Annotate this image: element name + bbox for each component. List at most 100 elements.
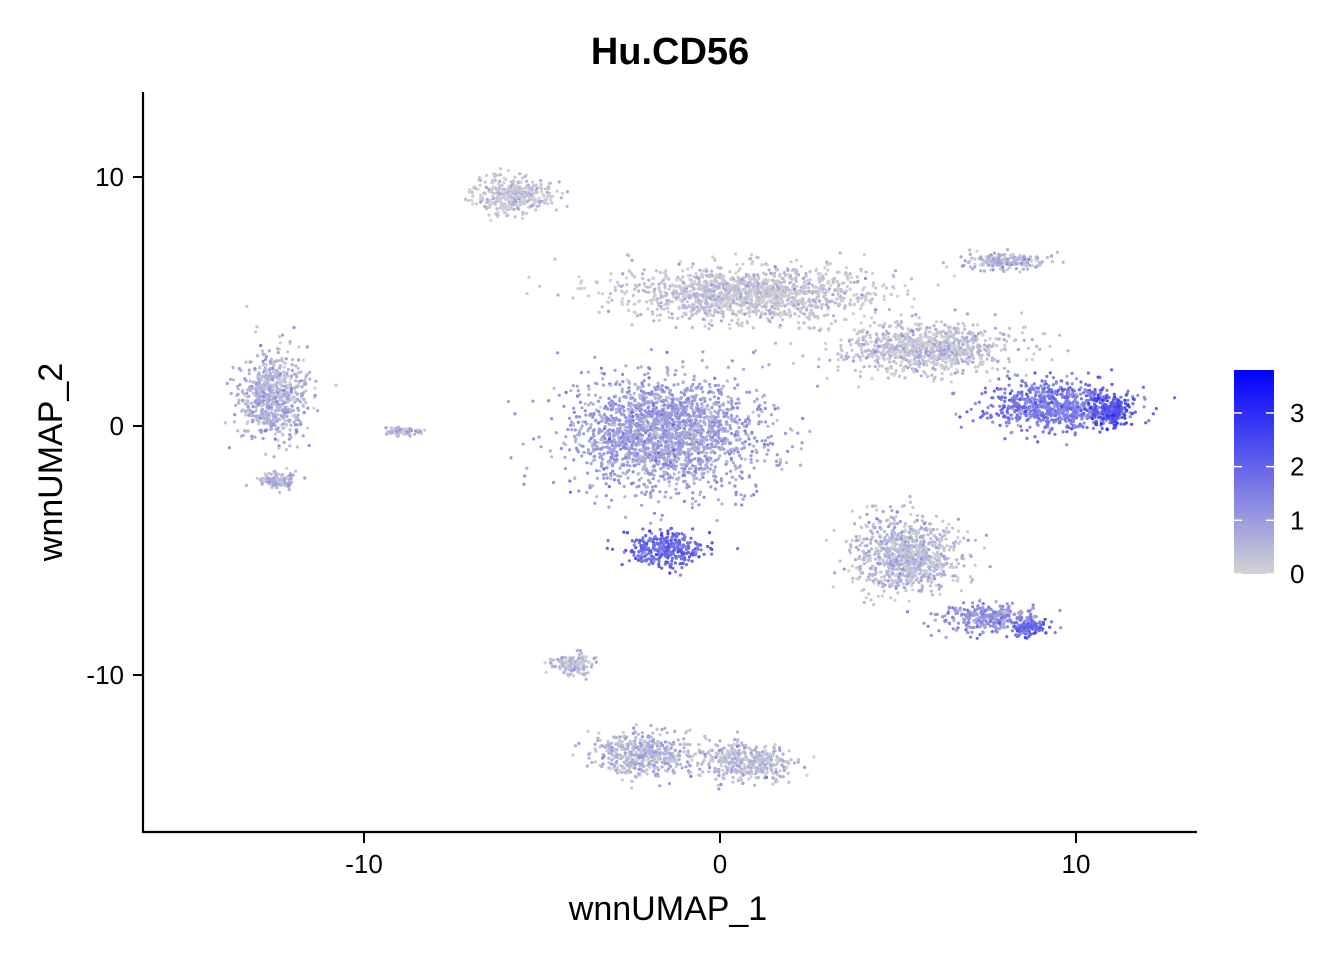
- cell-point: [687, 458, 691, 462]
- cell-point: [682, 499, 687, 503]
- cell-point: [631, 470, 635, 474]
- cell-point: [812, 289, 816, 294]
- cell-point: [258, 392, 262, 396]
- cell-point: [706, 470, 710, 474]
- cell-point: [702, 495, 706, 499]
- cell-point: [873, 311, 877, 315]
- cell-point: [269, 411, 273, 415]
- cell-point: [554, 431, 558, 435]
- cell-point: [860, 329, 864, 333]
- cell-point: [919, 374, 923, 378]
- cell-point: [1030, 357, 1034, 361]
- cell-point: [788, 281, 792, 285]
- cell-point: [705, 274, 709, 278]
- cell-point: [949, 332, 953, 336]
- cell-point: [685, 289, 689, 293]
- cell-point: [708, 397, 712, 401]
- cell-point: [285, 391, 289, 395]
- cell-point: [794, 306, 798, 310]
- cell-point: [285, 394, 289, 398]
- cell-point: [908, 362, 912, 367]
- cell-point: [258, 395, 262, 399]
- cell-point: [644, 490, 649, 494]
- cell-point: [807, 303, 811, 307]
- cell-point: [284, 424, 288, 428]
- cell-point: [805, 315, 809, 319]
- cell-point: [271, 362, 276, 366]
- cell-point: [953, 332, 957, 336]
- cell-point: [664, 490, 668, 494]
- cell-point: [821, 274, 825, 278]
- cell-point: [747, 437, 751, 441]
- cell-point: [683, 304, 687, 308]
- cell-point: [911, 339, 916, 343]
- cell-point: [667, 480, 671, 484]
- cell-point: [759, 291, 763, 295]
- cell-point: [991, 357, 995, 361]
- cell-point: [241, 408, 245, 412]
- cell-point: [754, 483, 758, 487]
- cell-point: [689, 388, 693, 392]
- cell-point: [849, 275, 853, 280]
- cell-point: [614, 454, 619, 458]
- cell-point: [912, 297, 916, 301]
- cell-point: [782, 271, 786, 275]
- cell-point: [513, 412, 517, 416]
- cell-point: [798, 299, 802, 303]
- cell-point: [820, 303, 824, 307]
- cell-point: [949, 359, 953, 363]
- cell-point: [262, 399, 266, 403]
- cell-point: [837, 288, 841, 292]
- cell-point: [916, 336, 920, 341]
- cell-point: [911, 333, 915, 337]
- cell-point: [284, 484, 288, 488]
- cell-point: [838, 302, 842, 306]
- cell-point: [294, 379, 298, 383]
- cell-point: [302, 398, 306, 402]
- cell-point: [874, 286, 878, 290]
- cell-point: [471, 202, 475, 206]
- cell-point: [687, 305, 691, 309]
- cell-point: [894, 337, 898, 341]
- cell-point: [720, 442, 725, 446]
- cell-point: [827, 287, 832, 291]
- cell-point: [943, 352, 947, 356]
- cell-point: [753, 277, 757, 281]
- cell-point: [292, 420, 296, 424]
- cell-point: [529, 195, 533, 199]
- cell-point: [749, 494, 753, 498]
- cell-point: [568, 479, 572, 483]
- cell-point: [716, 457, 720, 461]
- cell-point: [713, 487, 718, 491]
- cell-point: [592, 434, 596, 438]
- cell-point: [787, 273, 791, 277]
- cell-point: [691, 312, 695, 316]
- cell-point: [262, 478, 266, 482]
- cell-point: [261, 415, 265, 419]
- cell-point: [623, 292, 627, 296]
- cell-point: [296, 366, 300, 370]
- cell-point: [695, 275, 699, 279]
- cell-point: [507, 190, 511, 194]
- cell-point: [542, 194, 547, 198]
- cell-point: [547, 181, 552, 185]
- cell-point: [594, 418, 598, 422]
- cell-point: [944, 361, 948, 365]
- cell-point: [791, 267, 796, 272]
- cell-point: [889, 365, 893, 369]
- cell-point: [757, 414, 761, 418]
- cell-point: [826, 305, 830, 309]
- cell-point: [306, 426, 310, 430]
- cell-point: [766, 448, 770, 452]
- cell-point: [738, 418, 742, 422]
- cell-point: [754, 308, 758, 312]
- cell-point: [702, 451, 707, 455]
- cell-point: [751, 410, 755, 414]
- cell-point: [647, 290, 651, 294]
- cell-point: [690, 282, 694, 286]
- cell-point: [736, 450, 740, 454]
- cell-point: [955, 352, 959, 356]
- cell-point: [766, 299, 770, 303]
- cell-point: [278, 387, 282, 391]
- cell-point: [801, 354, 805, 358]
